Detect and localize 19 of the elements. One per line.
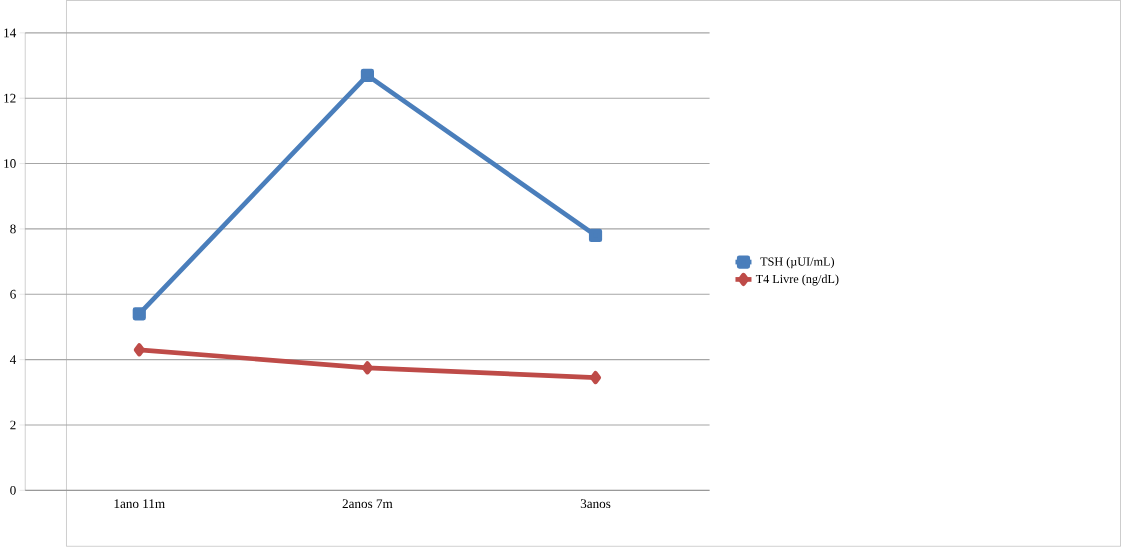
y-tick-label: 8: [10, 224, 16, 234]
x-tick-label: 2anos 7m: [342, 499, 393, 509]
y-tick-label: 4: [9, 355, 17, 365]
x-tick-label: 3anos: [580, 499, 611, 509]
x-tick-label: 1ano 11m: [114, 499, 165, 509]
point: [589, 371, 602, 385]
point: [133, 343, 145, 357]
point: [132, 307, 146, 321]
legend-label: T4 Livre (ng/dL): [755, 274, 839, 286]
point: [360, 68, 374, 83]
y-tick-label: 2: [10, 420, 16, 430]
point: [361, 361, 373, 375]
y-tick-label: 14: [4, 28, 17, 38]
legend-label: TSH (µUI/mL): [760, 257, 835, 269]
y-tick-label: 10: [4, 159, 16, 169]
y-tick-label: 6: [10, 289, 16, 299]
y-tick-label: 0: [10, 486, 16, 495]
y-tick-label: 12: [4, 93, 16, 103]
point: [588, 228, 603, 243]
